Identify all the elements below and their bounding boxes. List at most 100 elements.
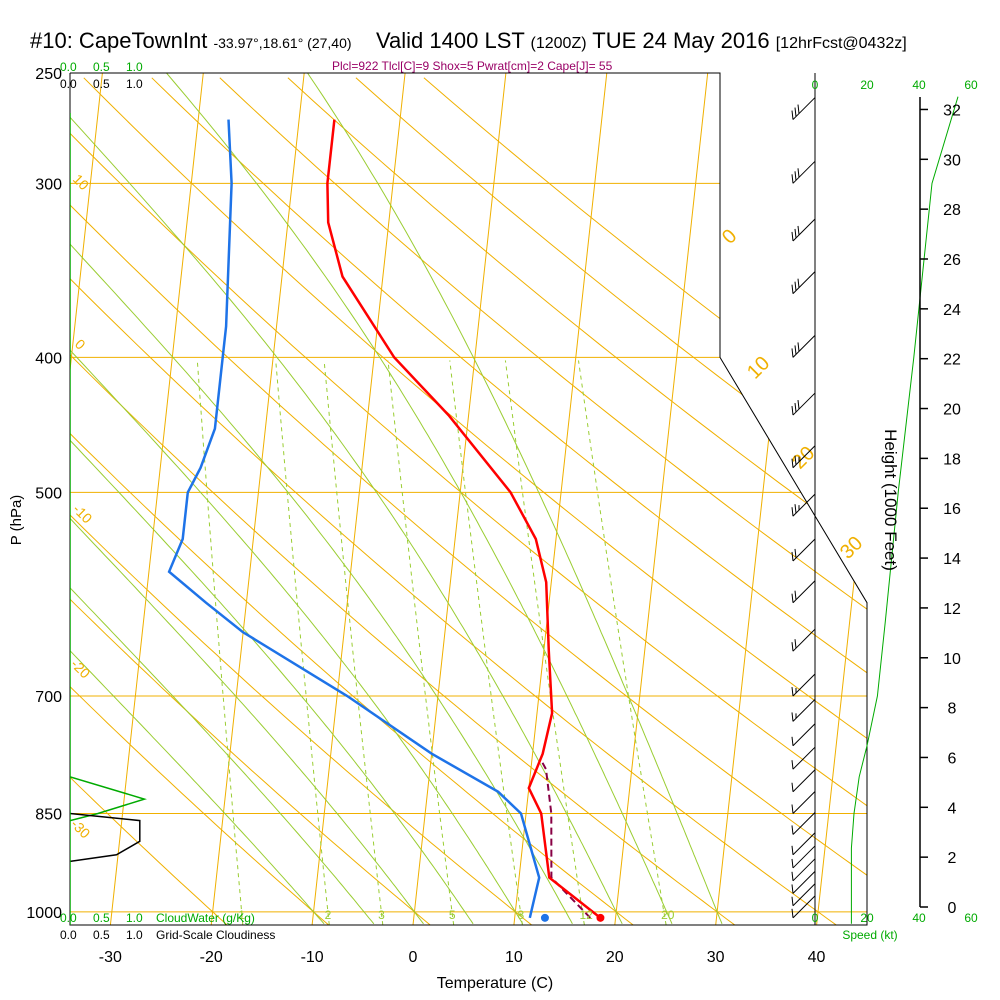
wind-barb-flag xyxy=(791,110,794,120)
wind-barb xyxy=(791,673,816,697)
dry-adiabat-line xyxy=(70,77,867,925)
wind-barb-flag xyxy=(794,504,797,514)
pressure-tick-label: 250 xyxy=(35,66,62,83)
wind-barb-staff xyxy=(792,445,816,469)
moist-adiabat-line xyxy=(307,73,723,924)
surface-dewpoint-marker xyxy=(540,913,549,922)
mixing-ratio-line xyxy=(196,360,244,925)
wind-barb-staff xyxy=(792,699,816,722)
wind-barb xyxy=(791,699,816,722)
wind-barb-flag xyxy=(794,455,797,465)
isotherm-line xyxy=(715,73,810,925)
wind-barb-staff xyxy=(792,883,816,907)
wind-barb xyxy=(791,493,816,517)
pressure-tick-label: 850 xyxy=(35,806,62,823)
stability-parameters: Plcl=922 Tlcl[C]=9 Shox=5 Pwrat[cm]=2 Ca… xyxy=(332,59,613,73)
height-tick-label: 12 xyxy=(943,601,961,618)
cloud-water-tick-top: 1.0 xyxy=(126,60,143,74)
isotherm-line xyxy=(70,73,103,925)
cloudiness-tick-bottom: 0.0 xyxy=(60,928,77,942)
wind-barb-flag xyxy=(791,736,794,746)
wind-barb-flag xyxy=(794,228,797,239)
wind-barb-staff xyxy=(792,858,816,882)
temperature-profile-line xyxy=(326,119,602,919)
isotherm-line xyxy=(513,73,608,925)
isotherm-line xyxy=(412,73,507,925)
cloud-water-label: CloudWater (g/Kg) xyxy=(156,911,255,925)
dry-adiabat-line xyxy=(83,77,867,925)
wind-barb xyxy=(791,769,816,793)
wind-barb xyxy=(791,832,816,856)
wind-barb-flag xyxy=(794,403,797,413)
wind-speed-tick-top: 40 xyxy=(912,78,926,92)
mixing-ratio-line xyxy=(449,360,523,925)
wind-barb xyxy=(791,746,816,770)
mixing-ratio-label: 2 xyxy=(325,908,332,922)
height-tick-label: 18 xyxy=(943,451,961,468)
valid-date: TUE 24 May 2016 xyxy=(592,28,770,53)
dry-adiabat-line xyxy=(70,77,431,925)
cloud-water-tick-bottom: 0.5 xyxy=(93,911,110,925)
wind-barb-staff xyxy=(792,271,816,294)
height-tick-label: 16 xyxy=(943,501,961,518)
dry-adiabat-label: 0 xyxy=(72,336,89,353)
wind-barb-flag xyxy=(791,845,794,855)
wind-barb-flag xyxy=(791,686,794,697)
forecast-info: [12hrFcst@0432z] xyxy=(775,35,907,52)
wind-barb-staff xyxy=(792,580,816,604)
wind-barb-flag xyxy=(794,107,797,117)
wind-barb-staff xyxy=(792,812,816,835)
cloudiness-tick-bottom: 0.5 xyxy=(93,928,110,942)
dry-adiabat-line xyxy=(70,77,837,925)
wind-barb-flag xyxy=(791,348,794,358)
moist-adiabat-line xyxy=(70,73,375,925)
wind-barb-staff xyxy=(792,97,816,120)
wind-barb-staff xyxy=(792,871,816,894)
pressure-tick-label: 1000 xyxy=(26,905,62,922)
wind-barb-flag xyxy=(797,342,800,352)
wind-barb xyxy=(791,871,816,894)
wind-barb-flag xyxy=(791,458,794,468)
wind-barb-flag xyxy=(797,225,800,236)
wind-barb-staff xyxy=(792,746,816,770)
height-tick-label: 26 xyxy=(943,252,961,269)
wind-speed-tick-bottom: 40 xyxy=(912,911,926,925)
wind-barb-flag xyxy=(791,231,794,242)
height-tick-label: 0 xyxy=(948,900,957,917)
cloudiness-label: Grid-Scale Cloudiness xyxy=(156,928,275,942)
isotherm-label: 0 xyxy=(718,225,741,248)
wind-barb-flag xyxy=(791,871,794,881)
wind-barb-flag xyxy=(791,551,794,562)
wind-barb-flag xyxy=(791,858,794,868)
wind-barb xyxy=(791,97,816,120)
wind-barb-flag xyxy=(791,284,794,294)
wind-barb-staff xyxy=(792,832,816,856)
dry-adiabat-label: -20 xyxy=(68,656,94,682)
moist-adiabat-line xyxy=(70,73,474,925)
dry-adiabat-line xyxy=(219,77,867,925)
wind-barb-staff xyxy=(792,392,816,416)
wind-barb xyxy=(791,628,816,652)
wind-barb xyxy=(791,445,816,469)
pressure-tick-label: 500 xyxy=(35,485,62,502)
height-tick-label: 30 xyxy=(943,152,961,169)
pressure-tick-label: 300 xyxy=(35,176,62,193)
dry-adiabat-label: 10 xyxy=(70,171,92,193)
moist-adiabat-line xyxy=(70,73,573,925)
wind-barb xyxy=(791,858,816,882)
wind-barb xyxy=(791,218,816,242)
cloud-water-profile xyxy=(70,776,147,822)
wind-barb-flag xyxy=(791,825,794,835)
wind-barb-flag xyxy=(791,642,794,652)
moist-adiabat-line xyxy=(70,73,325,925)
height-axis-label: Height (1000 Feet) xyxy=(881,429,900,571)
wind-barb-staff xyxy=(792,538,816,562)
isotherm-line xyxy=(311,73,406,925)
cloudiness-tick-top: 0.5 xyxy=(93,77,110,91)
wind-barb-flag xyxy=(794,281,797,291)
x-axis-label: Temperature (C) xyxy=(437,975,553,992)
dry-adiabat-line xyxy=(70,77,634,925)
wind-barb-flag xyxy=(794,590,797,600)
wind-barb-staff xyxy=(792,845,816,869)
dry-adiabat-line xyxy=(287,77,867,925)
